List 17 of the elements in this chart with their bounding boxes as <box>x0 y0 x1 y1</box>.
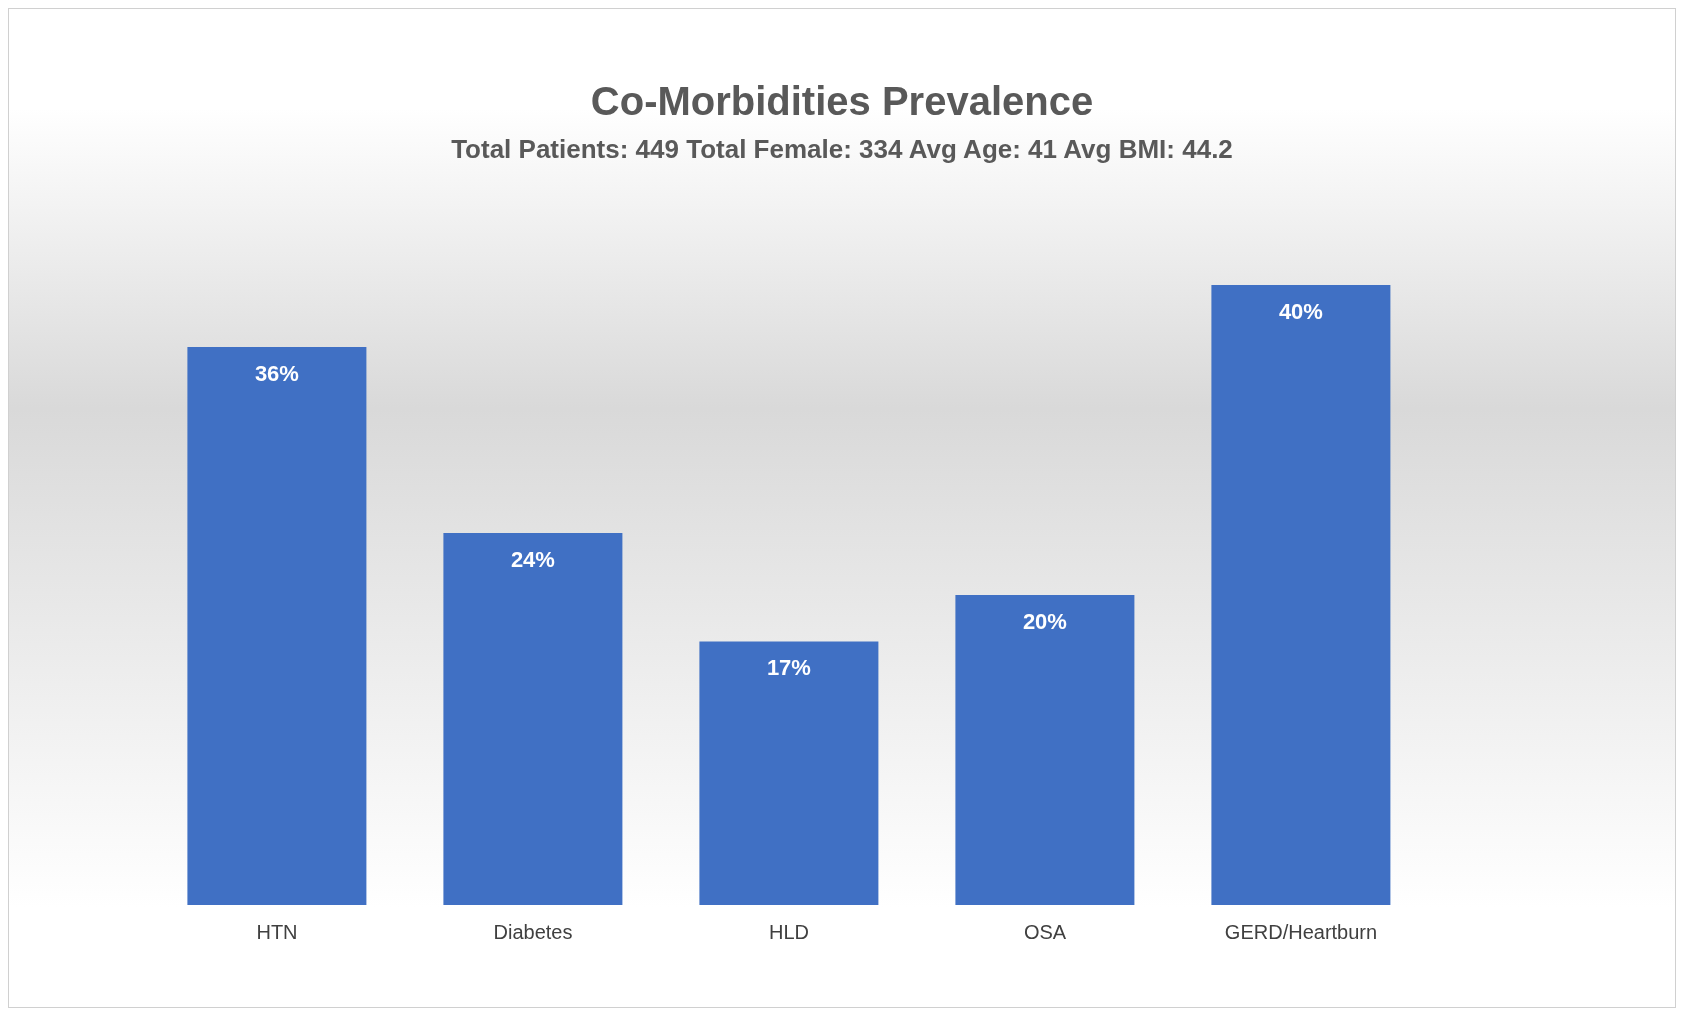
bar <box>955 595 1135 905</box>
data-label: 36% <box>254 360 299 386</box>
chart-title: Co-Morbidities Prevalence <box>589 79 1095 124</box>
x-tick-label: Diabetes <box>493 921 573 944</box>
data-label: 20% <box>1022 608 1067 634</box>
bar <box>1211 285 1391 905</box>
x-tick-label: HLD <box>768 921 810 944</box>
x-tick-label: OSA <box>1023 921 1067 944</box>
bar <box>187 347 367 905</box>
x-tick-label: HTN <box>256 921 298 944</box>
bar <box>699 641 879 905</box>
chart-subtitle: Total Patients: 449 Total Female: 334 Avg Age: 41 Avg BMI: 44.2 <box>450 134 1234 165</box>
data-label: 17% <box>766 655 811 681</box>
data-label: 40% <box>1278 298 1323 324</box>
data-label: 24% <box>510 546 555 572</box>
bar <box>443 533 623 905</box>
x-tick-label: GERD/Heartburn <box>1224 921 1378 944</box>
